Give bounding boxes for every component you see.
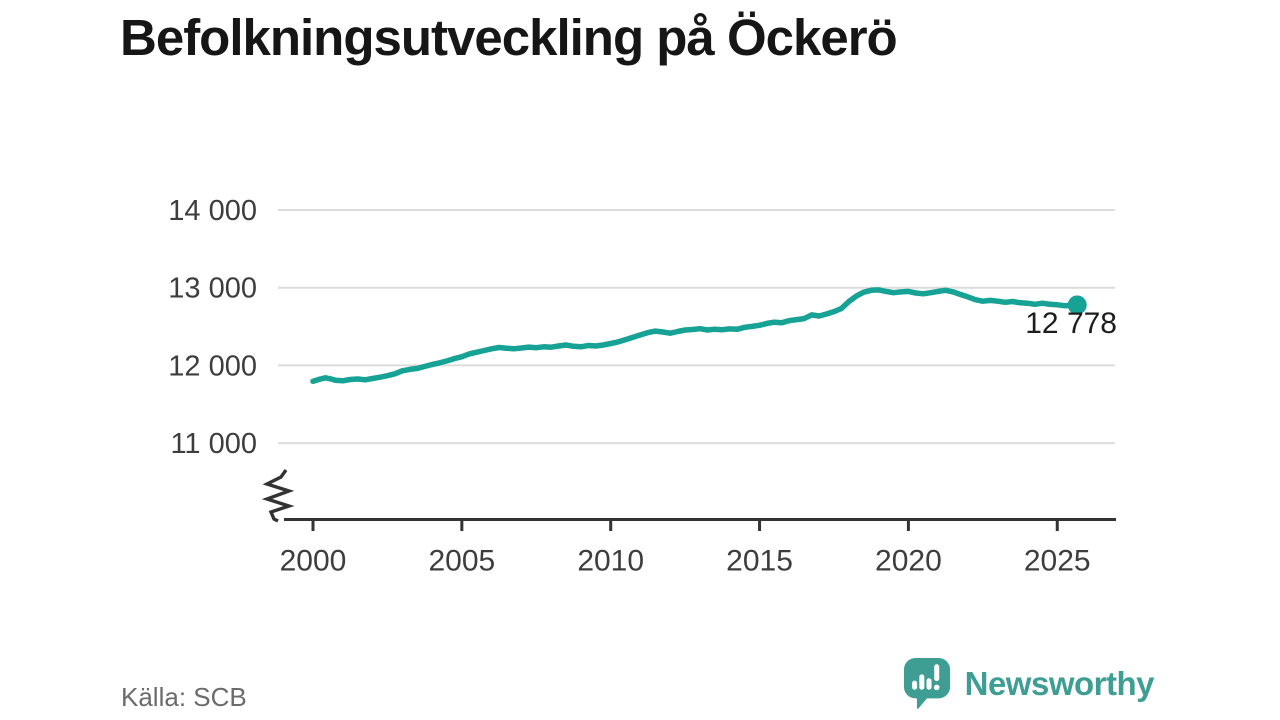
y-tick-label: 13 000 [168, 273, 257, 305]
y-tick-label: 12 000 [168, 350, 257, 382]
source-label: Källa: SCB [121, 682, 247, 712]
y-tick-label: 11 000 [170, 428, 257, 460]
x-tick-label: 2000 [280, 545, 347, 578]
bar-small [911, 680, 917, 690]
y-tick-label: 14 000 [168, 195, 257, 227]
x-tick-label: 2015 [726, 545, 793, 578]
bar-medium [926, 678, 932, 690]
axis-break-icon [261, 469, 295, 523]
exclamation-bar [933, 664, 939, 682]
series-end-dot [1067, 295, 1087, 315]
bar-tall [918, 674, 924, 690]
population-line [310, 287, 1080, 385]
brand-name: Newsworthy [964, 665, 1155, 702]
end-value-label: 12 778 [1025, 307, 1117, 340]
x-tick-label: 2005 [428, 545, 495, 578]
brand-footer: Newsworthy [902, 656, 1155, 712]
x-tick-label: 2010 [577, 545, 644, 578]
page-title: Befolkningsutveckling på Öckerö [120, 9, 898, 66]
exclamation-dot [933, 684, 940, 691]
newsworthy-speech-bubble-chart-icon [903, 658, 950, 709]
population-chart: 11 000 12 000 13 000 14 000 2000 2005 2010 2015… [168, 195, 1117, 578]
x-tick-label: 2020 [875, 545, 942, 578]
x-tick-label: 2025 [1024, 545, 1091, 578]
